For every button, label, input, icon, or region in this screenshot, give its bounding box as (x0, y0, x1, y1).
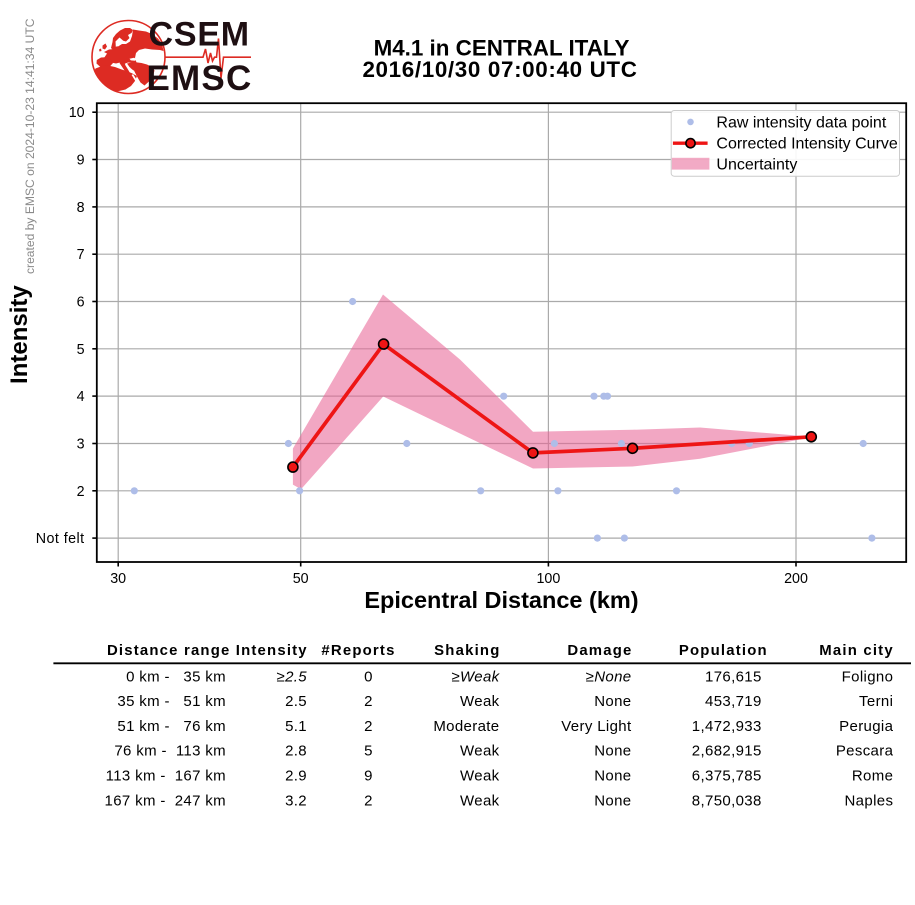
svg-text:Weak: Weak (460, 743, 500, 760)
svg-text:8: 8 (77, 200, 85, 216)
svg-text:9: 9 (364, 768, 373, 785)
svg-text:2: 2 (364, 718, 373, 735)
svg-text:Intensity: Intensity (6, 285, 33, 384)
svg-text:Weak: Weak (460, 693, 500, 710)
svg-text:≥2.5: ≥2.5 (277, 668, 308, 685)
svg-text:Population: Population (679, 643, 768, 659)
svg-text:2: 2 (364, 693, 373, 710)
svg-text:2,682,915: 2,682,915 (692, 743, 762, 760)
svg-text:2.9: 2.9 (285, 768, 307, 785)
svg-text:Pescara: Pescara (836, 743, 894, 760)
svg-text:M4.1 in CENTRAL ITALY: M4.1 in CENTRAL ITALY (374, 36, 630, 61)
svg-text:3.2: 3.2 (285, 792, 307, 809)
svg-text:Foligno: Foligno (842, 668, 894, 685)
svg-text:2016/10/30 07:00:40 UTC: 2016/10/30 07:00:40 UTC (362, 57, 637, 82)
svg-text:Uncertainty: Uncertainty (716, 156, 797, 173)
svg-text:4: 4 (77, 389, 85, 405)
svg-text:None: None (594, 743, 631, 760)
svg-text:200: 200 (784, 571, 808, 587)
svg-text:≥None: ≥None (586, 668, 632, 685)
svg-text:5: 5 (77, 342, 85, 358)
svg-text:Main city: Main city (819, 643, 894, 659)
svg-text:Raw intensity data point: Raw intensity data point (716, 114, 886, 131)
svg-text:9: 9 (77, 153, 85, 169)
svg-text:8,750,038: 8,750,038 (692, 792, 762, 809)
svg-text:50: 50 (293, 571, 309, 587)
svg-text:76 km - 113 km: 76 km - 113 km (114, 743, 226, 760)
svg-text:#Reports: #Reports (321, 643, 395, 659)
svg-text:2.8: 2.8 (285, 743, 307, 760)
svg-text:created by EMSC on 2024-10-23: created by EMSC on 2024-10-23 14:41:34 U… (23, 18, 37, 274)
svg-text:Moderate: Moderate (433, 718, 499, 735)
svg-text:None: None (594, 693, 631, 710)
svg-text:113 km - 167 km: 113 km - 167 km (106, 768, 226, 785)
svg-text:Terni: Terni (859, 693, 893, 710)
svg-text:Weak: Weak (460, 792, 500, 809)
svg-text:Perugia: Perugia (839, 718, 893, 735)
svg-text:453,719: 453,719 (705, 693, 762, 710)
svg-text:0 km - 35 km: 0 km - 35 km (126, 668, 226, 685)
svg-text:10: 10 (69, 105, 85, 121)
svg-text:Damage: Damage (567, 643, 632, 659)
svg-text:3: 3 (77, 437, 85, 453)
svg-text:None: None (594, 792, 631, 809)
svg-text:Corrected Intensity Curve: Corrected Intensity Curve (716, 136, 898, 153)
svg-text:51 km - 76 km: 51 km - 76 km (117, 718, 226, 735)
svg-text:167 km - 247 km: 167 km - 247 km (105, 792, 226, 809)
svg-text:≥Weak: ≥Weak (451, 668, 500, 685)
svg-text:Very Light: Very Light (561, 718, 632, 735)
svg-text:None: None (594, 768, 631, 785)
svg-text:176,615: 176,615 (705, 668, 762, 685)
svg-text:Distance range: Distance range (107, 643, 231, 659)
svg-text:5.1: 5.1 (285, 718, 307, 735)
svg-text:Intensity: Intensity (236, 643, 308, 659)
svg-text:EMSC: EMSC (147, 59, 253, 98)
svg-text:2: 2 (77, 484, 85, 500)
svg-text:7: 7 (77, 247, 85, 263)
svg-text:30: 30 (110, 571, 126, 587)
svg-text:2: 2 (364, 792, 373, 809)
svg-text:Weak: Weak (460, 768, 500, 785)
svg-text:Shaking: Shaking (434, 643, 500, 659)
svg-text:35 km - 51 km: 35 km - 51 km (117, 693, 226, 710)
svg-text:CSEM: CSEM (149, 15, 250, 53)
svg-text:0: 0 (364, 668, 373, 685)
svg-text:6,375,785: 6,375,785 (692, 768, 762, 785)
svg-text:6: 6 (77, 295, 85, 311)
svg-text:Naples: Naples (845, 792, 894, 809)
svg-text:5: 5 (364, 743, 373, 760)
svg-text:Not felt: Not felt (36, 531, 85, 547)
svg-text:100: 100 (536, 571, 560, 587)
svg-text:1,472,933: 1,472,933 (692, 718, 762, 735)
svg-text:Epicentral Distance (km): Epicentral Distance (km) (364, 587, 638, 613)
svg-text:Rome: Rome (852, 768, 893, 785)
svg-text:2.5: 2.5 (285, 693, 307, 710)
